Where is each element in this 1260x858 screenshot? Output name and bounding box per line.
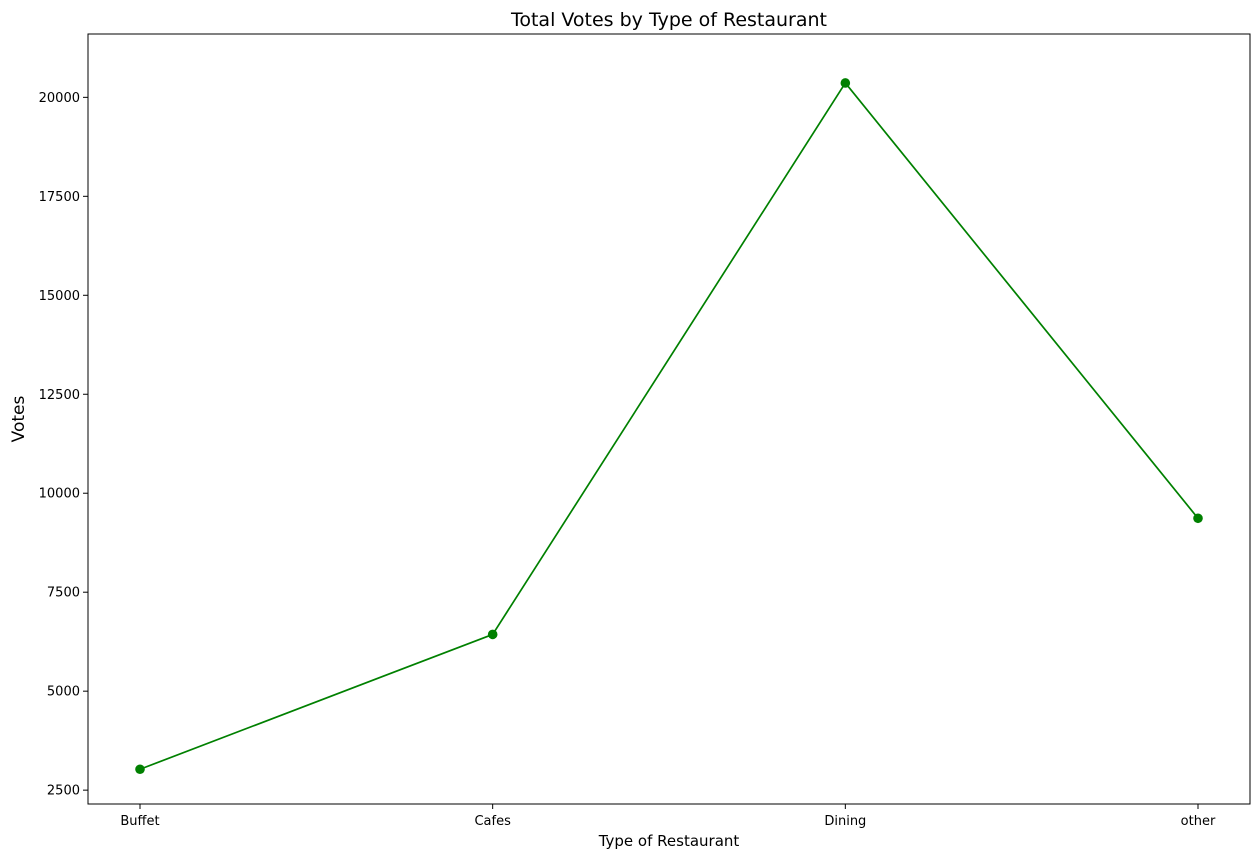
y-tick-label: 12500: [39, 388, 80, 403]
data-point: [487, 629, 498, 640]
y-tick-label: 17500: [39, 190, 80, 205]
x-tick-label: other: [1181, 814, 1216, 829]
data-point: [135, 764, 145, 775]
chart-title: Total Votes by Type of Restaurant: [510, 9, 827, 31]
y-tick-label: 7500: [47, 586, 80, 601]
y-tick-label: 5000: [47, 685, 80, 700]
x-tick-label: Dining: [824, 814, 866, 829]
x-axis-title: Type of Restaurant: [598, 832, 740, 850]
y-tick-label: 15000: [39, 289, 80, 304]
y-tick-label: 2500: [47, 784, 80, 799]
y-tick-label: 10000: [39, 487, 80, 502]
x-tick-label: Buffet: [120, 814, 159, 829]
plot-area: 2500 5000 7500 10000 12500 15000 17500 20000 Buf…: [39, 33, 1251, 829]
y-axis-title: Votes: [9, 396, 29, 443]
axes-frame: [87, 33, 1251, 805]
x-tick-label: Cafes: [474, 814, 511, 829]
y-tick-label: 20000: [39, 91, 80, 106]
data-point: [1193, 513, 1203, 524]
data-point: [840, 78, 851, 88]
series-line: [139, 82, 1199, 771]
